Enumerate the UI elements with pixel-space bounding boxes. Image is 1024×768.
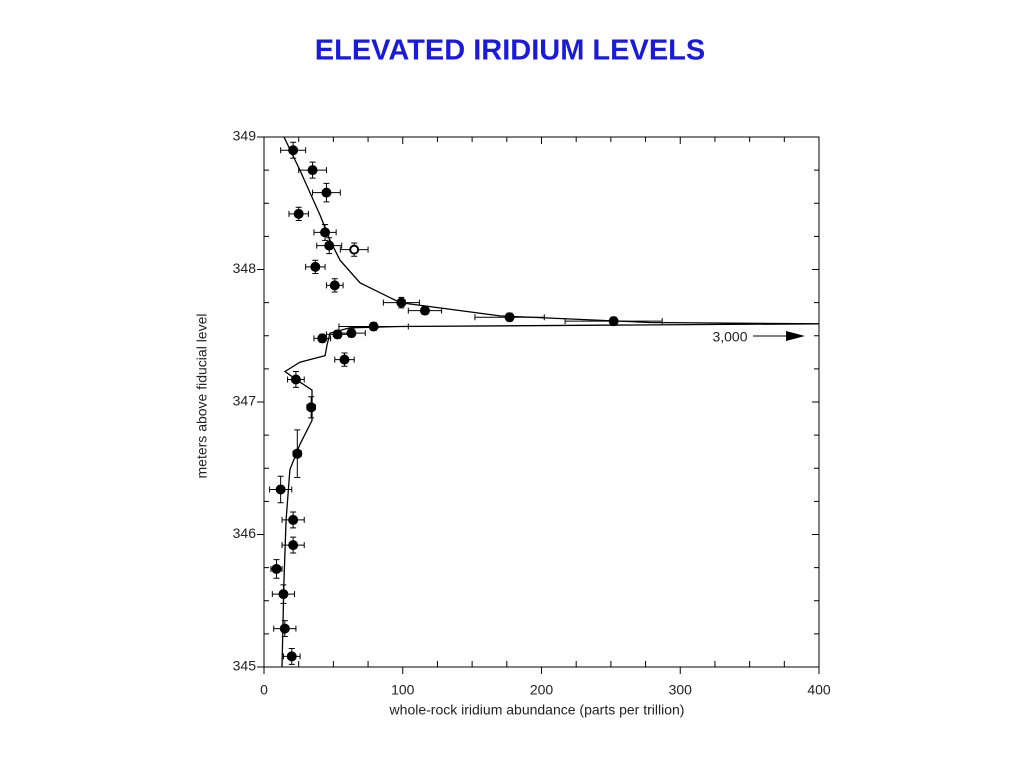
data-point — [317, 333, 328, 344]
y-tick-label: 345 — [233, 658, 257, 674]
data-point — [310, 261, 321, 272]
annotation: 3,000 — [712, 329, 747, 345]
y-tick-label: 347 — [233, 393, 257, 409]
data-point — [339, 354, 350, 365]
data-point — [349, 244, 360, 255]
data-point — [306, 402, 317, 413]
data-point — [368, 321, 379, 332]
data-point — [346, 328, 357, 339]
data-point — [332, 329, 343, 340]
y-axis-label: meters above fiducial level — [194, 314, 210, 479]
data-point — [278, 589, 289, 600]
plot-frame — [263, 136, 820, 668]
data-point — [293, 208, 304, 219]
data-point — [279, 623, 290, 634]
x-tick-label: 200 — [530, 682, 554, 698]
x-tick-label: 400 — [807, 682, 831, 698]
data-point — [290, 374, 301, 385]
y-tick-label: 348 — [233, 260, 257, 276]
data-point — [320, 227, 331, 238]
data-point — [321, 187, 332, 198]
data-point — [608, 316, 619, 327]
chart-title: ELEVATED IRIDIUM LEVELS — [315, 35, 705, 67]
data-point — [396, 297, 407, 308]
data-point — [329, 280, 340, 291]
x-tick-label: 100 — [391, 682, 415, 698]
y-tick-label: 346 — [233, 525, 257, 541]
data-point — [288, 540, 299, 551]
data-point — [286, 651, 297, 662]
data-point — [504, 312, 515, 323]
data-point — [307, 165, 318, 176]
annotation-arrowhead — [786, 331, 805, 341]
data-point — [271, 563, 282, 574]
y-tick-label: 349 — [233, 128, 257, 144]
data-point — [288, 145, 299, 156]
data-point — [324, 240, 335, 251]
x-tick-label: 300 — [669, 682, 693, 698]
data-point — [419, 305, 430, 316]
data-point — [292, 448, 303, 459]
x-tick-label: 0 — [260, 682, 268, 698]
data-point — [288, 514, 299, 525]
data-point — [275, 484, 286, 495]
x-axis-label: whole-rock iridium abundance (parts per … — [389, 702, 685, 718]
trend-curve — [281, 136, 820, 668]
